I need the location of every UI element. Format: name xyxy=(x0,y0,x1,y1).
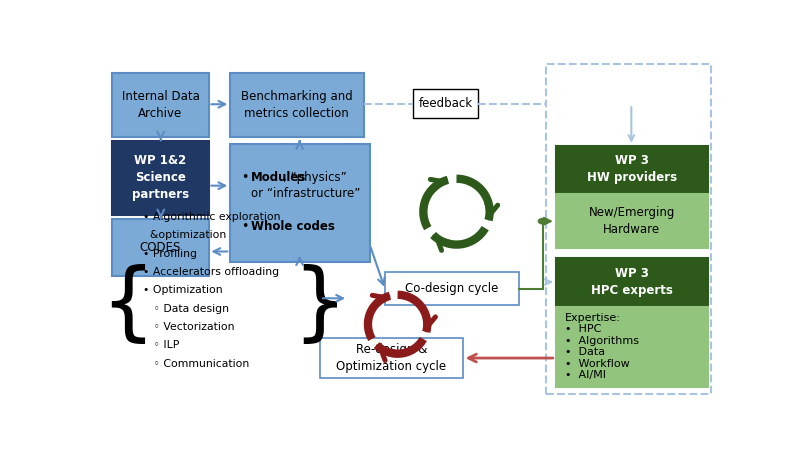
Text: Expertise:: Expertise: xyxy=(565,313,621,323)
Text: New/Emerging
Hardware: New/Emerging Hardware xyxy=(589,206,675,236)
Text: • Optimization: • Optimization xyxy=(143,285,223,295)
Text: WP 3
HPC experts: WP 3 HPC experts xyxy=(590,267,673,297)
Text: WP 3
HW providers: WP 3 HW providers xyxy=(586,154,677,184)
Text: Internal Data
Archive: Internal Data Archive xyxy=(122,90,199,120)
FancyBboxPatch shape xyxy=(556,307,708,387)
Text: &optimization: &optimization xyxy=(143,230,226,240)
Text: •  Workflow: • Workflow xyxy=(565,359,630,369)
FancyBboxPatch shape xyxy=(556,194,708,248)
Text: feedback: feedback xyxy=(418,97,473,110)
Text: •: • xyxy=(242,220,249,233)
FancyBboxPatch shape xyxy=(112,140,209,215)
Text: ◦ Vectorization: ◦ Vectorization xyxy=(143,322,235,332)
Text: •  AI/MI: • AI/MI xyxy=(565,370,606,380)
Text: Benchmarking and
metrics collection: Benchmarking and metrics collection xyxy=(241,90,353,120)
Text: •  Data: • Data xyxy=(565,347,605,357)
Text: •  HPC: • HPC xyxy=(565,324,602,334)
Text: ◦ ILP: ◦ ILP xyxy=(143,340,180,351)
FancyBboxPatch shape xyxy=(386,272,518,305)
Text: • Accelerators offloading: • Accelerators offloading xyxy=(143,267,279,277)
Text: , “physics”: , “physics” xyxy=(283,171,346,184)
FancyBboxPatch shape xyxy=(556,258,708,305)
Text: or “infrastructure”: or “infrastructure” xyxy=(250,187,360,200)
FancyBboxPatch shape xyxy=(320,338,462,378)
Text: Modules: Modules xyxy=(250,171,306,184)
FancyBboxPatch shape xyxy=(112,219,209,276)
Text: •  Algorithms: • Algorithms xyxy=(565,336,639,346)
FancyBboxPatch shape xyxy=(112,73,209,137)
Text: •: • xyxy=(242,171,249,184)
Text: Whole codes: Whole codes xyxy=(250,220,334,233)
Text: }: } xyxy=(293,264,347,346)
Text: CODES: CODES xyxy=(140,241,181,254)
Text: ◦ Data design: ◦ Data design xyxy=(143,304,230,314)
Text: WP 1&2
Science
partners: WP 1&2 Science partners xyxy=(132,154,189,201)
FancyBboxPatch shape xyxy=(230,73,363,137)
FancyBboxPatch shape xyxy=(556,146,708,193)
Circle shape xyxy=(538,218,548,224)
FancyBboxPatch shape xyxy=(413,89,478,118)
Text: • Algorithmic exploration: • Algorithmic exploration xyxy=(143,212,281,222)
FancyBboxPatch shape xyxy=(230,144,370,262)
Bar xyxy=(546,64,710,394)
Text: • Profiling: • Profiling xyxy=(143,248,198,259)
Text: Re-design &
Optimization cycle: Re-design & Optimization cycle xyxy=(336,343,446,373)
Text: Co-design cycle: Co-design cycle xyxy=(405,282,498,295)
Text: {: { xyxy=(101,264,155,346)
Text: ◦ Communication: ◦ Communication xyxy=(143,359,250,369)
